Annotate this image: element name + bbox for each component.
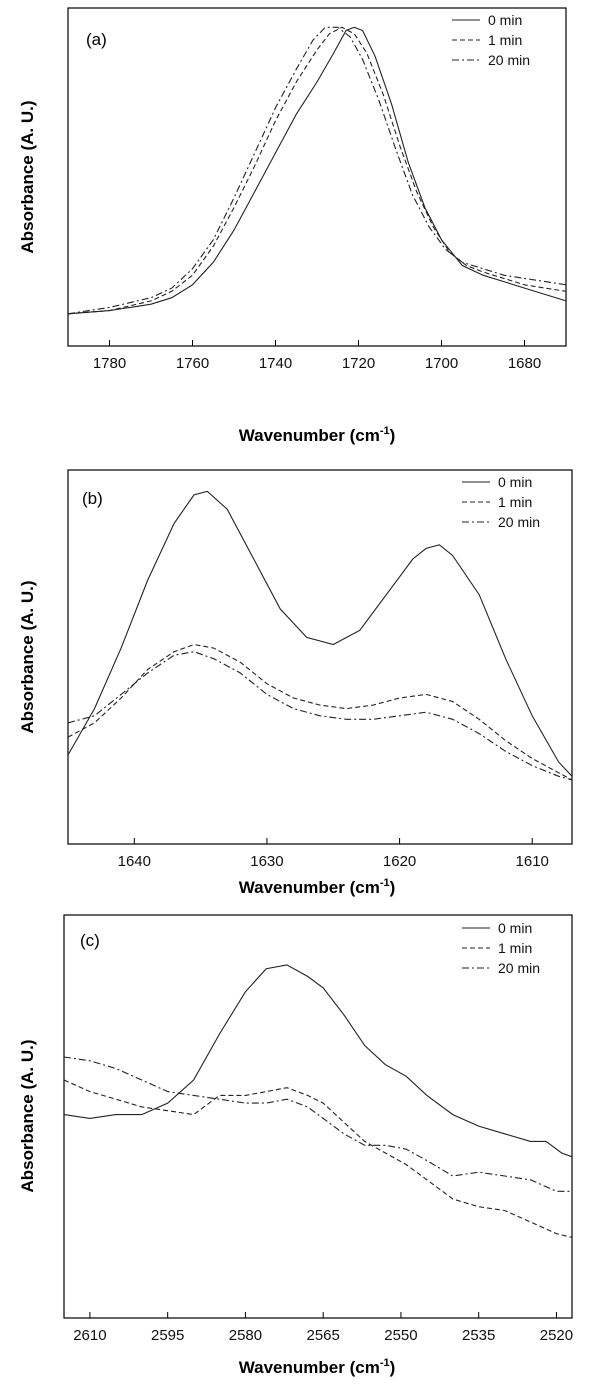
series-line-20-min [67, 26, 567, 315]
legend-label: 1 min [488, 32, 522, 48]
plot-frame-b [67, 469, 573, 845]
series-line-1-min [67, 26, 567, 315]
x-ticks-b: 1640 1630 1620 1610 [118, 838, 549, 870]
panel-label-c: (c) [80, 931, 100, 950]
x-tick-label: 2565 [306, 1327, 339, 1344]
x-tick-label: 1680 [508, 355, 541, 372]
x-tick-label: 1620 [383, 853, 416, 870]
legend-label: 0 min [498, 474, 532, 490]
x-tick-label: 2610 [73, 1327, 106, 1344]
panel-c: 2610 2595 2580 2565 2550 2535 2520 (c) 0 min 1 … [18, 914, 573, 1377]
legend-label: 1 min [498, 940, 532, 956]
x-tick-label: 1640 [118, 853, 151, 870]
panel-a: 1780 1760 1740 1720 1700 1680 (a) 0 min 1 min 2… [18, 7, 567, 445]
series-group-b [67, 490, 573, 781]
legend-label: 0 min [488, 12, 522, 28]
y-axis-title-c: Absorbance (A. U.) [18, 1039, 37, 1192]
series-line-0-min [63, 964, 573, 1158]
x-axis-title-c: Wavenumber (cm-1) [239, 1357, 396, 1377]
legend-label: 20 min [498, 960, 540, 976]
x-ticks-a: 1780 1760 1740 1720 1700 1680 [93, 340, 541, 372]
y-axis-title-a: Absorbance (A. U.) [18, 100, 37, 253]
x-tick-label: 2550 [384, 1327, 417, 1344]
series-group-a [67, 26, 567, 315]
y-axis-title-b: Absorbance (A. U.) [18, 580, 37, 733]
x-tick-label: 1740 [259, 355, 292, 372]
legend-label: 20 min [488, 52, 530, 68]
legend-b: 0 min 1 min 20 min [462, 474, 540, 530]
plot-frame-c [63, 914, 573, 1319]
plot-frame-a [67, 7, 567, 347]
x-tick-label: 1720 [342, 355, 375, 372]
x-axis-title-b: Wavenumber (cm-1) [239, 877, 396, 897]
x-tick-label: 2595 [151, 1327, 184, 1344]
x-tick-label: 2535 [462, 1327, 495, 1344]
x-tick-label: 2520 [540, 1327, 573, 1344]
series-line-0-min [67, 26, 567, 315]
x-axis-title-a: Wavenumber (cm-1) [239, 425, 396, 445]
series-line-1-min [63, 1079, 573, 1238]
x-tick-label: 1630 [250, 853, 283, 870]
panel-label-b: (b) [82, 489, 103, 508]
x-ticks-c: 2610 2595 2580 2565 2550 2535 2520 [73, 1312, 573, 1344]
x-tick-label: 1610 [516, 853, 549, 870]
x-tick-label: 1700 [425, 355, 458, 372]
series-line-0-min [67, 490, 573, 777]
series-line-20-min [63, 1056, 572, 1192]
x-tick-label: 1760 [176, 355, 209, 372]
legend-c: 0 min 1 min 20 min [462, 920, 540, 976]
legend-label: 1 min [498, 494, 532, 510]
series-line-1-min [67, 643, 573, 781]
panel-b: 1640 1630 1620 1610 (b) 0 min 1 min 20 min Ab… [18, 469, 573, 897]
legend-label: 20 min [498, 514, 540, 530]
legend-a: 0 min 1 min 20 min [452, 12, 530, 68]
series-group-c [63, 964, 573, 1238]
x-tick-label: 1780 [93, 355, 126, 372]
panel-label-a: (a) [86, 30, 107, 49]
legend-label: 0 min [498, 920, 532, 936]
series-line-20-min [67, 651, 573, 781]
x-tick-label: 2580 [229, 1327, 262, 1344]
